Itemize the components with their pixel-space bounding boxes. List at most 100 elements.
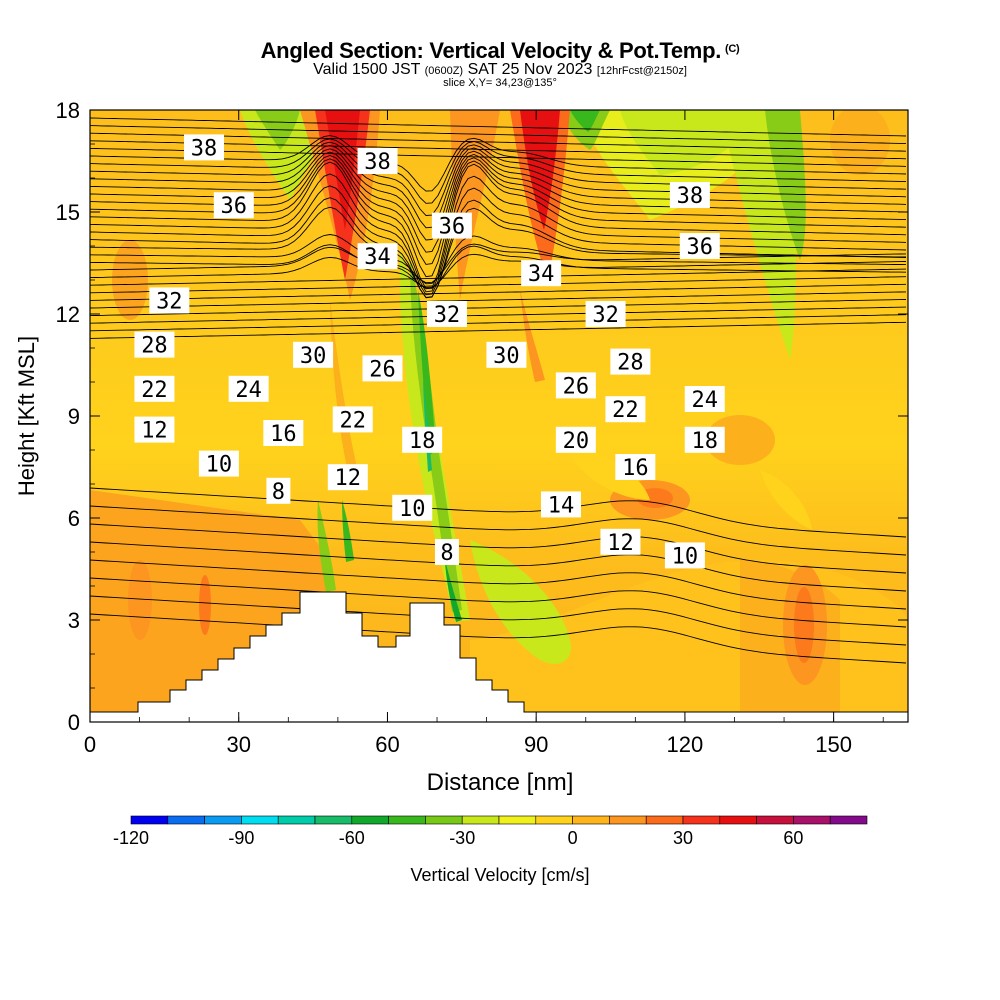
contour-label-bg [134,375,175,402]
theta-contour-line [90,306,907,324]
contour-label-text: 14 [548,493,575,518]
contour-label-bg [605,396,646,423]
contour-label-text: 34 [364,245,391,270]
contour-label-bg [332,406,373,433]
contour-label-text: 16 [270,422,297,447]
theta-contour-line [90,299,907,317]
colorbar-tick-label: -60 [339,828,365,848]
contour-label: 36 [431,212,472,240]
y-axis-label: Height [Kft MSL] [14,336,39,496]
contour-label: 36 [679,233,720,260]
theta-contour-line [90,243,907,284]
contour-label-text: 24 [691,388,718,413]
y-tick-label: 9 [68,404,80,429]
theta-contour-line [90,132,907,152]
theta-contour-line [90,141,907,216]
contour-label-text: 18 [409,429,436,454]
contour-label-bg [540,491,581,518]
contour-label-text: 12 [335,466,362,491]
x-tick-label: 120 [667,732,704,757]
contour-label: 22 [134,375,175,403]
theta-contour-line [90,145,907,229]
contour-label: 14 [540,491,581,518]
colorbar-swatch [241,815,279,825]
theta-contour-line [90,161,907,290]
contour-label: 22 [332,406,373,433]
colorbar-tick-label: -120 [113,828,149,848]
theta-contour-line [90,140,907,160]
contour-label-bg [664,542,705,569]
contour-label: 26 [362,355,403,382]
contour-label-text: 30 [493,344,520,369]
contour-label-text: 8 [440,541,453,566]
contour-label-bg [434,539,459,565]
contour-label-bg [357,148,398,174]
contour-label: 12 [134,416,175,444]
contour-label-bg [263,420,304,446]
contour-label-bg [213,192,254,219]
x-tick-label: 90 [524,732,548,757]
contour-label-bg [679,233,720,259]
contour-label: 8 [434,539,459,566]
colorbar-swatch [572,815,610,825]
theta-contour-line [90,234,907,285]
theta-contour-line [90,283,907,301]
contour-label-text: 28 [617,351,644,376]
contour-label-bg [585,301,626,327]
contour-label-text: 34 [528,262,555,287]
theta-contour-line [90,117,907,137]
contour-label-text: 26 [369,357,396,382]
theta-contour-line [90,314,907,332]
colorbar-swatch [277,815,316,825]
chart-title: Angled Section: Vertical Velocity & Pot.… [260,38,740,63]
contour-label-text: 36 [687,235,714,260]
colorbar-swatch [130,815,169,825]
contour-label-bg [684,386,725,412]
contour-label: 12 [600,528,641,556]
contour-label-bg [357,243,398,270]
contour-label-bg [615,454,656,480]
contour-label-bg [402,426,443,453]
theta-contour-line [90,276,907,294]
contour-label: 30 [486,341,527,369]
contour-label-bg [555,372,596,399]
contour-label-text: 10 [399,497,426,522]
colorbar-swatch [461,815,500,825]
contour-label-bg [669,182,710,208]
theta-contour-line [90,541,907,592]
contour-label-text: 38 [191,136,218,161]
contour-label: 30 [293,341,334,369]
contour-label-bg [600,528,641,555]
contour-label-bg [486,341,527,368]
colorbar-swatch [167,815,205,825]
colorbar-swatch [756,815,794,825]
contour-label-text: 12 [141,419,168,444]
contour-label-bg [184,134,225,161]
terrain [90,592,908,722]
contour-label: 34 [357,243,398,270]
contour-label-bg [392,494,433,521]
theta-contour-line [90,147,907,167]
theta-contour-line [90,487,907,538]
contour-label-text: 10 [672,544,699,569]
colorbar-swatch [682,815,721,825]
contour-label: 26 [555,372,596,399]
chart-subtitle: Valid 1500 JST (0600Z) SAT 25 Nov 2023 [… [313,61,687,78]
x-tick-label: 150 [815,732,852,757]
contour-label-bg [293,341,334,368]
contour-label: 38 [357,148,398,175]
contour-label-text: 32 [434,303,461,328]
x-axis-label: Distance [nm] [427,769,574,796]
contour-label: 16 [615,454,656,481]
contour-label: 34 [521,260,562,287]
theta-contour-line [90,268,907,286]
contour-label-bg [134,331,175,358]
colorbar-swatch [793,815,831,825]
theta-contour-line [90,559,907,610]
x-tick-label: 0 [84,732,96,757]
terrain-outline [90,591,908,713]
theta-contour-line [90,595,907,646]
contour-label-bg [426,301,467,327]
contour-label: 10 [198,450,239,478]
